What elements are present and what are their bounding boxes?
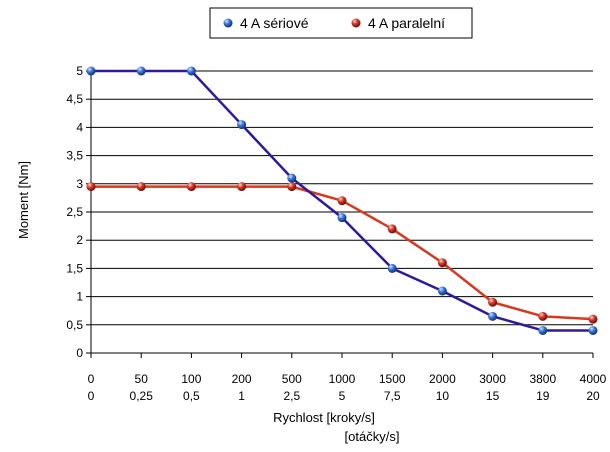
data-point-series-2 (337, 196, 347, 206)
series-line-2 (91, 185, 594, 321)
series-points (86, 66, 598, 335)
x-tick-label-revs: 19 (536, 389, 550, 403)
data-point-series-2 (86, 182, 96, 192)
x-tick-label-revs: 0,5 (183, 389, 200, 403)
x-tick-label-steps: 1000 (329, 372, 356, 386)
y-tick-label: 3 (76, 177, 83, 191)
data-point-series-1 (488, 311, 498, 321)
x-tick-label-steps: 2000 (429, 372, 456, 386)
legend: 4 A sériové 4 A paralelní (209, 7, 473, 39)
y-tick-label: 1 (76, 290, 83, 304)
x-tick-label-revs: 1 (238, 389, 245, 403)
data-point-series-1 (337, 213, 347, 223)
data-point-series-2 (287, 182, 297, 192)
x-tick-labels: 00500,251000,520015002,51000515007,52000… (88, 372, 607, 403)
x-tick-label-steps: 1500 (379, 372, 406, 386)
x-tick-label-steps: 3800 (529, 372, 556, 386)
y-tick-label: 3,5 (66, 149, 83, 163)
x-tick-label-revs: 0,25 (130, 389, 154, 403)
y-tick-label: 1,5 (66, 261, 83, 275)
x-tick-label-revs: 0 (88, 389, 95, 403)
data-point-series-2 (538, 311, 548, 321)
x-tick-label-revs: 15 (486, 389, 500, 403)
x-tick-label-revs: 10 (436, 389, 450, 403)
data-point-series-2 (186, 182, 196, 192)
x-axis-title-secondary: [otáčky/s] (345, 429, 400, 444)
data-point-series-1 (437, 286, 447, 296)
legend-label-series-1: 4 A sériové (240, 15, 309, 31)
data-point-series-1 (588, 325, 598, 335)
data-point-series-2 (387, 224, 397, 234)
x-tick-label-steps: 500 (282, 372, 302, 386)
y-tick-label: 2 (76, 233, 83, 247)
legend-label-series-2: 4 A paralelní (368, 15, 445, 31)
axes (90, 71, 594, 358)
x-axis-title: Rychlost [kroky/s] (273, 410, 375, 425)
data-point-series-1 (538, 325, 548, 335)
y-tick-label: 0 (76, 346, 83, 360)
y-tick-label: 2,5 (66, 205, 83, 219)
data-point-series-2 (136, 182, 146, 192)
y-tick-label: 0,5 (66, 318, 83, 332)
y-tick-label: 5 (76, 64, 83, 78)
legend-box (209, 7, 473, 39)
x-tick-label-revs: 5 (339, 389, 346, 403)
data-point-series-1 (136, 66, 146, 76)
data-point-series-1 (287, 173, 297, 183)
data-point-series-2 (588, 314, 598, 324)
x-tick-label-steps: 0 (88, 372, 95, 386)
data-point-series-1 (86, 66, 96, 76)
data-point-series-2 (437, 258, 447, 268)
gridlines (86, 70, 593, 354)
x-tick-label-steps: 200 (232, 372, 252, 386)
y-tick-labels: 0 0,5 1 1,5 2 2,5 3 3,5 4 4,5 5 (66, 64, 83, 360)
x-tick-label-revs: 7,5 (384, 389, 401, 403)
data-point-series-1 (387, 263, 397, 273)
y-axis-title: Moment [Nm] (16, 161, 31, 239)
legend-marker-series-1 (223, 18, 233, 28)
x-tick-label-steps: 3000 (479, 372, 506, 386)
data-point-series-1 (237, 120, 247, 130)
data-point-series-2 (488, 297, 498, 307)
x-tick-label-steps: 50 (135, 372, 149, 386)
x-tick-label-steps: 4000 (580, 372, 607, 386)
x-tick-label-steps: 100 (181, 372, 201, 386)
data-point-series-1 (186, 66, 196, 76)
x-tick-label-revs: 2,5 (283, 389, 300, 403)
legend-marker-series-2 (351, 18, 361, 28)
x-tick-label-revs: 20 (586, 389, 600, 403)
y-tick-label: 4,5 (66, 92, 83, 106)
data-point-series-2 (237, 182, 247, 192)
y-tick-label: 4 (76, 120, 83, 134)
